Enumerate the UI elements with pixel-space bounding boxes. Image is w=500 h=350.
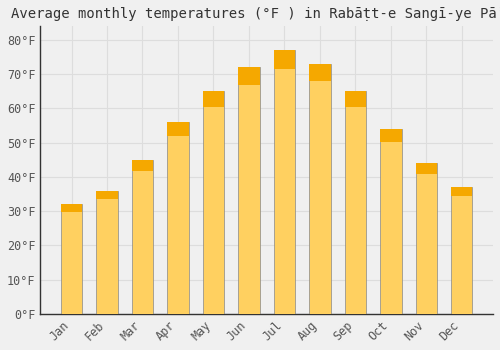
Bar xyxy=(344,91,366,107)
Bar xyxy=(380,129,402,142)
Bar xyxy=(238,67,260,85)
Bar xyxy=(274,50,295,69)
Bar xyxy=(310,64,330,82)
Bar xyxy=(203,91,224,314)
Bar xyxy=(416,163,437,314)
Bar xyxy=(203,91,224,107)
Bar xyxy=(310,64,330,314)
Bar xyxy=(61,204,82,314)
Bar xyxy=(96,191,117,314)
Bar xyxy=(61,204,82,212)
Bar xyxy=(168,122,188,135)
Bar xyxy=(96,191,117,199)
Bar xyxy=(451,187,472,196)
Bar xyxy=(416,163,437,174)
Bar xyxy=(274,50,295,314)
Bar xyxy=(168,122,188,314)
Bar xyxy=(132,160,153,314)
Bar xyxy=(451,187,472,314)
Bar xyxy=(132,160,153,170)
Bar xyxy=(380,129,402,314)
Title: Average monthly temperatures (°F ) in Rabāṭt-e Sangī-ye Pāʾīn: Average monthly temperatures (°F ) in Ra… xyxy=(11,7,500,21)
Bar xyxy=(344,91,366,314)
Bar xyxy=(238,67,260,314)
